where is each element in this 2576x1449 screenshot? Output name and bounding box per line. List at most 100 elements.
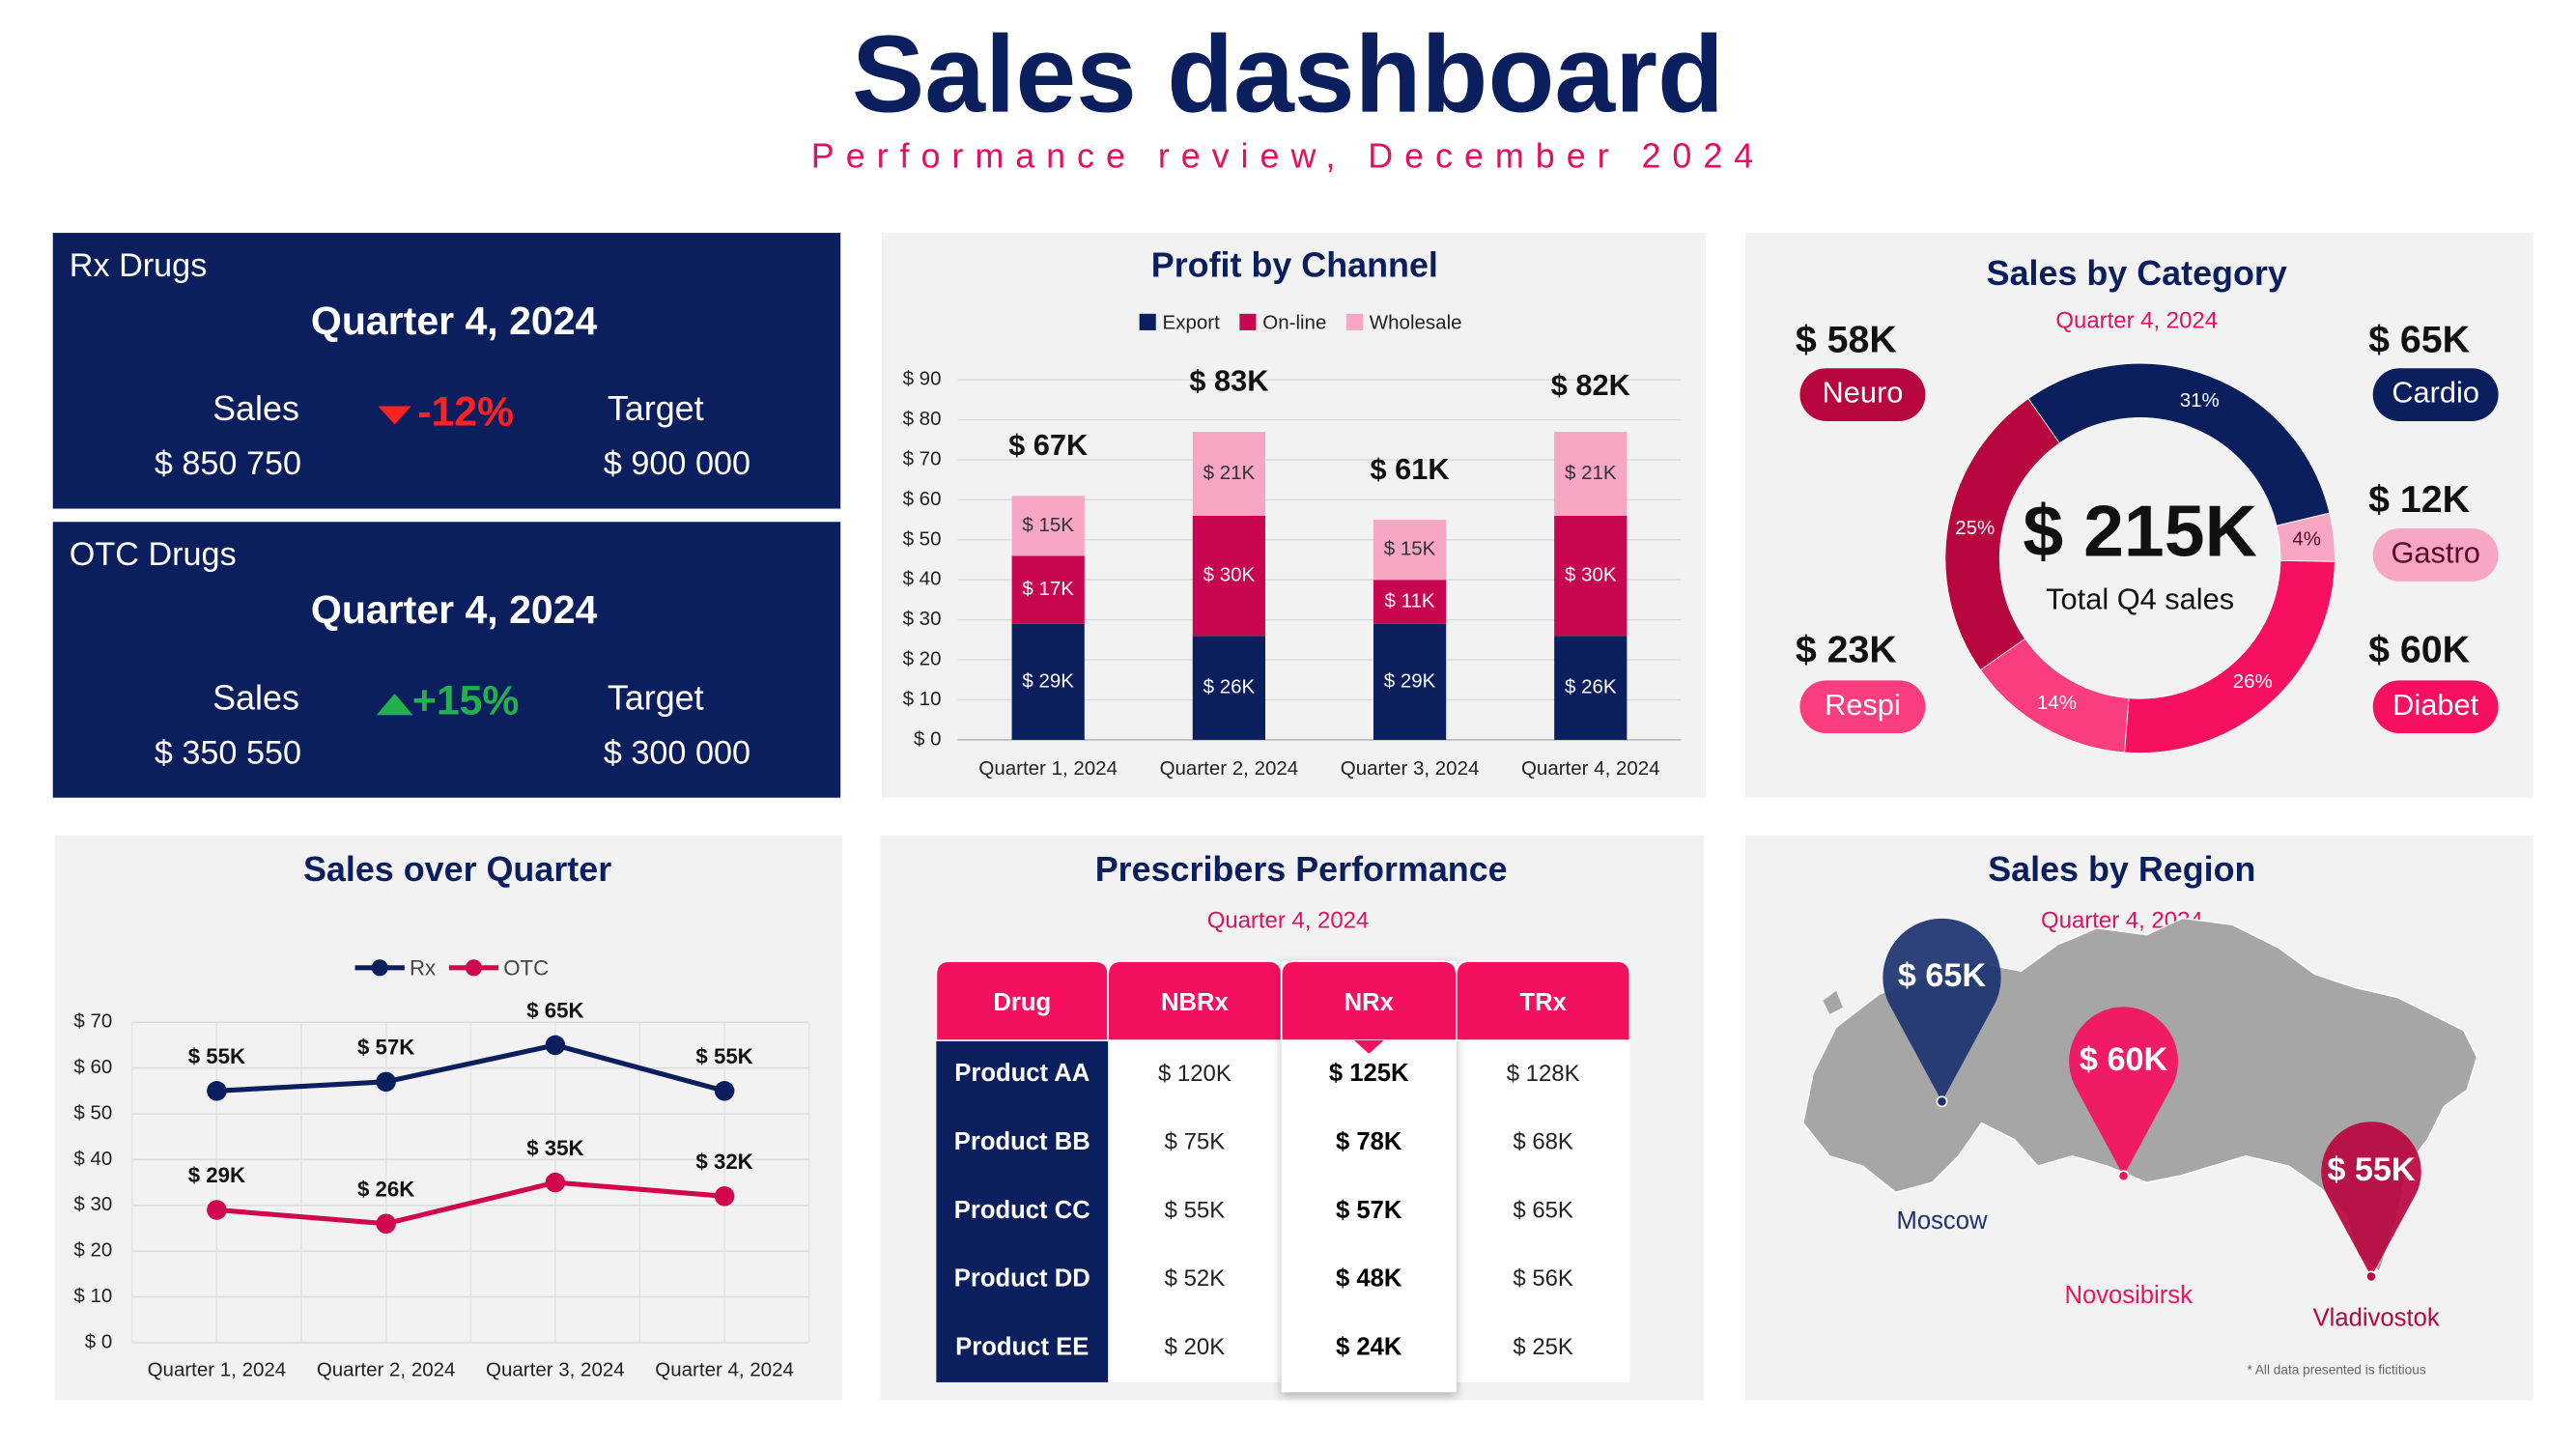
kpi-name: Rx Drugs (70, 247, 207, 284)
legend-label: Rx (410, 955, 436, 980)
kpi-card (52, 233, 841, 509)
kpi-target-label: Target (608, 389, 704, 428)
category-name: Cardio (2392, 376, 2479, 410)
table-cell: $ 68K (1513, 1129, 1573, 1155)
y-tick-label: $ 50 (73, 1101, 112, 1123)
series-marker (376, 1071, 396, 1093)
kpi-sales-label: Sales (212, 389, 299, 428)
bar-segment (1554, 516, 1628, 637)
header-label: NRx (1345, 989, 1395, 1016)
bar-segment (1192, 516, 1265, 637)
page-subtitle: Performance review, December 2024 (811, 137, 1765, 176)
pin-point (2365, 1270, 2377, 1283)
series-marker (714, 1186, 735, 1207)
table-cell: $ 48K (1336, 1265, 1402, 1293)
pin-point (1936, 1095, 1948, 1108)
city-label: Moscow (1897, 1208, 1988, 1235)
series-marker (376, 1213, 396, 1234)
bar-value-label: $ 11K (1385, 589, 1435, 611)
chart-title: Profit by Channel (1151, 245, 1438, 284)
point-label: $ 35K (526, 1136, 583, 1160)
header-label: TRx (1519, 989, 1567, 1016)
table-cell: $ 125K (1329, 1060, 1409, 1087)
series-line (216, 1042, 725, 1094)
y-tick-label: $ 0 (914, 727, 942, 750)
y-tick-label: $ 70 (73, 1010, 112, 1033)
chart-subtitle: Quarter 4, 2024 (2055, 308, 2218, 334)
kpi-change: -12% (417, 388, 514, 435)
legend-label: Export (1163, 312, 1221, 334)
point-label: $ 29K (188, 1163, 245, 1187)
kpi-sales-label: Sales (212, 678, 299, 717)
y-tick-label: $ 30 (903, 608, 942, 630)
bar-value-label: $ 21K (1203, 462, 1256, 484)
footnote: * All data presented is fictitious (2247, 1363, 2425, 1378)
bar-value-label: $ 26K (1203, 675, 1256, 697)
bar-total-label: $ 82K (1551, 368, 1630, 402)
table-cell: $ 20K (1165, 1334, 1226, 1360)
city-label: Vladivostok (2313, 1305, 2440, 1332)
y-tick-label: $ 80 (903, 408, 942, 430)
y-tick-label: $ 40 (903, 568, 942, 590)
bar-value-label: $ 17K (1022, 578, 1074, 600)
kpi-target: $ 300 000 (604, 734, 750, 771)
series-marker (714, 1081, 735, 1101)
kpi-period: Quarter 4, 2024 (311, 587, 598, 632)
legend-label: OTC (503, 955, 549, 980)
chart-title: Sales by Region (1988, 850, 2255, 889)
series-marker (545, 1035, 566, 1056)
series-marker (545, 1172, 566, 1193)
table-cell: $ 57K (1336, 1197, 1402, 1224)
bar-value-label: $ 26K (1565, 675, 1617, 697)
y-tick-label: $ 70 (903, 447, 942, 469)
table-cell: Product BB (954, 1128, 1090, 1155)
table-cell: Product AA (954, 1060, 1090, 1087)
header-pointer (1353, 1040, 1384, 1054)
bar-segment (1554, 432, 1628, 517)
kpi-target-label: Target (608, 678, 704, 717)
bar-total-label: $ 83K (1189, 364, 1268, 398)
table-cell: Product EE (955, 1333, 1089, 1360)
bar-segment (1011, 496, 1085, 556)
x-tick-label: Quarter 1, 2024 (978, 757, 1118, 780)
x-tick-label: Quarter 3, 2024 (1341, 757, 1480, 780)
map-pin (2069, 1007, 2178, 1177)
category-name: Diabet (2392, 688, 2478, 722)
bar-value-label: $ 29K (1384, 669, 1436, 692)
x-tick-label: Quarter 1, 2024 (148, 1358, 287, 1380)
y-tick-label: $ 90 (903, 368, 942, 390)
slice-label: 25% (1955, 517, 1995, 539)
point-label: $ 55K (188, 1044, 245, 1068)
legend-marker (465, 959, 483, 977)
y-tick-label: $ 60 (903, 488, 942, 510)
x-tick-label: Quarter 4, 2024 (655, 1358, 794, 1380)
island-shape (1823, 990, 1843, 1014)
bar-value-label: $ 29K (1022, 669, 1074, 692)
panel (54, 836, 842, 1401)
donut-slice (1944, 397, 2060, 671)
category-name: Neuro (1823, 376, 1904, 410)
pin-label: $ 60K (2080, 1041, 2168, 1078)
y-tick-label: $ 20 (903, 648, 942, 670)
table-cell: $ 78K (1336, 1128, 1402, 1155)
y-tick-label: $ 0 (85, 1330, 113, 1352)
bar-value-label: $ 21K (1565, 462, 1617, 484)
bar-segment (1373, 623, 1447, 740)
bar-value-label: $ 15K (1384, 538, 1436, 560)
category-amount: $ 12K (2368, 478, 2471, 521)
table-title: Prescribers Performance (1095, 850, 1508, 889)
table-cell: $ 24K (1336, 1333, 1402, 1360)
bar-segment (1373, 580, 1447, 624)
bar-segment (1554, 636, 1628, 740)
y-tick-label: $ 50 (903, 527, 942, 550)
point-label: $ 32K (695, 1150, 752, 1174)
point-label: $ 65K (526, 999, 583, 1023)
slice-label: 14% (2037, 692, 2077, 714)
category-amount: $ 58K (1796, 318, 1898, 360)
table-cell: $ 25K (1513, 1334, 1573, 1360)
bar-segment (1011, 623, 1085, 740)
table-cell: $ 56K (1513, 1265, 1573, 1292)
trend-arrow (378, 406, 411, 425)
